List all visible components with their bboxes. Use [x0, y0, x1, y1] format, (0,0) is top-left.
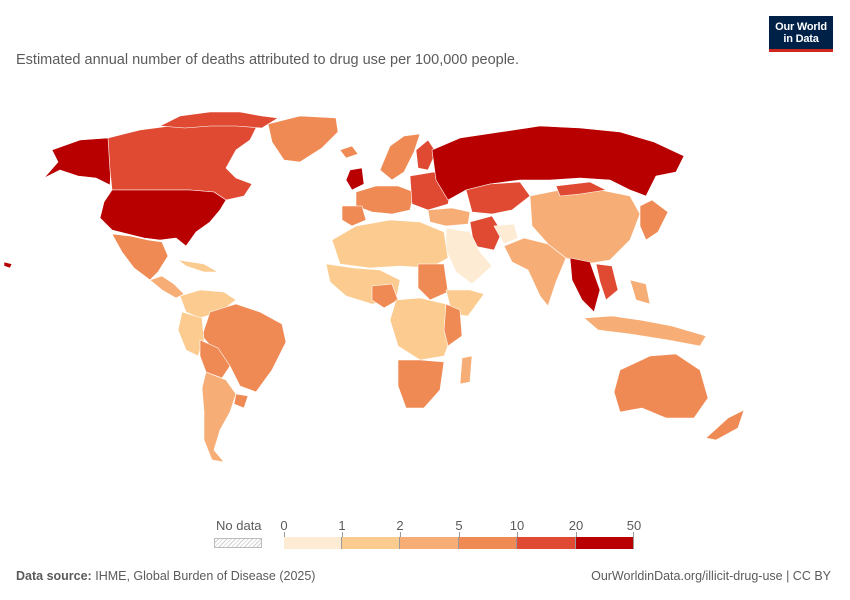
legend-tick-mark	[633, 532, 634, 537]
legend-tick-mark	[342, 532, 343, 537]
legend-tick-label: 1	[338, 518, 346, 533]
legend-tick-label: 10	[509, 518, 525, 533]
region-central-america	[149, 275, 185, 299]
legend-no-data-swatch[interactable]	[214, 538, 262, 548]
region-sudan	[417, 263, 449, 301]
data-source-label: Data source:	[16, 569, 92, 583]
legend-bin-2[interactable]	[400, 537, 459, 549]
owid-logo[interactable]: Our World in Data	[769, 16, 833, 52]
region-mexico	[111, 233, 169, 281]
legend-no-data-label: No data	[216, 518, 262, 533]
legend-tick-mark	[459, 532, 460, 537]
region-southern-africa	[397, 359, 445, 409]
region-afghanistan	[493, 223, 519, 245]
region-philippines	[629, 279, 651, 305]
legend-tick-mark	[576, 532, 577, 537]
region-alaska	[43, 137, 113, 186]
region-canada	[107, 119, 259, 201]
region-mongolia	[555, 181, 607, 197]
legend-tick-label: 2	[396, 518, 404, 533]
region-greenland	[267, 115, 339, 163]
legend-bin-4[interactable]	[517, 537, 576, 549]
region-canada-arctic	[159, 111, 279, 129]
region-bolivia	[199, 339, 231, 379]
legend-tick-label: 20	[568, 518, 584, 533]
region-hawaii	[3, 261, 13, 269]
legend-tick-label: 50	[626, 518, 642, 533]
legend-tick-mark	[400, 532, 401, 537]
data-source: Data source: IHME, Global Burden of Dise…	[16, 569, 315, 583]
region-myanmar	[569, 257, 601, 313]
region-western-europe	[355, 185, 415, 215]
region-iberia	[341, 205, 367, 227]
region-argentina	[201, 371, 237, 463]
region-japan	[639, 199, 669, 241]
legend-bin-3[interactable]	[459, 537, 517, 549]
region-caribbean	[177, 259, 219, 273]
region-scandinavia	[379, 133, 421, 181]
logo-line-1: Our World	[775, 21, 827, 33]
legend-tick-mark	[517, 532, 518, 537]
data-source-text: IHME, Global Burden of Disease (2025)	[95, 569, 316, 583]
region-colombia-venezuela	[179, 289, 237, 319]
region-uruguay	[233, 393, 249, 409]
legend-bin-0[interactable]	[284, 537, 342, 549]
region-madagascar	[459, 355, 473, 385]
chart-subtitle: Estimated annual number of deaths attrib…	[16, 52, 520, 68]
region-uk	[345, 167, 365, 191]
region-finland	[415, 139, 437, 171]
region-turkey	[427, 207, 471, 227]
source-url-link[interactable]: OurWorldinData.org/illicit-drug-use | CC…	[591, 569, 831, 583]
region-iceland	[339, 145, 359, 159]
region-new-zealand	[705, 409, 745, 441]
region-central-asia	[465, 181, 531, 215]
region-central-africa	[389, 297, 455, 361]
region-australia	[613, 353, 709, 419]
legend-tick-label: 5	[455, 518, 463, 533]
legend-bin-1[interactable]	[342, 537, 400, 549]
region-usa	[99, 189, 227, 247]
region-indonesia	[583, 315, 707, 347]
region-arabia	[445, 227, 493, 285]
region-north-africa	[331, 219, 449, 269]
region-east-africa	[443, 303, 463, 347]
legend-tick-mark	[284, 532, 285, 537]
legend-bin-5[interactable]	[576, 537, 634, 549]
logo-line-2: in Data	[783, 33, 819, 45]
region-nigeria	[371, 283, 399, 309]
region-peru	[177, 311, 205, 357]
region-india	[503, 237, 567, 307]
legend-tick-label: 0	[280, 518, 288, 533]
region-vietnam	[595, 263, 619, 301]
